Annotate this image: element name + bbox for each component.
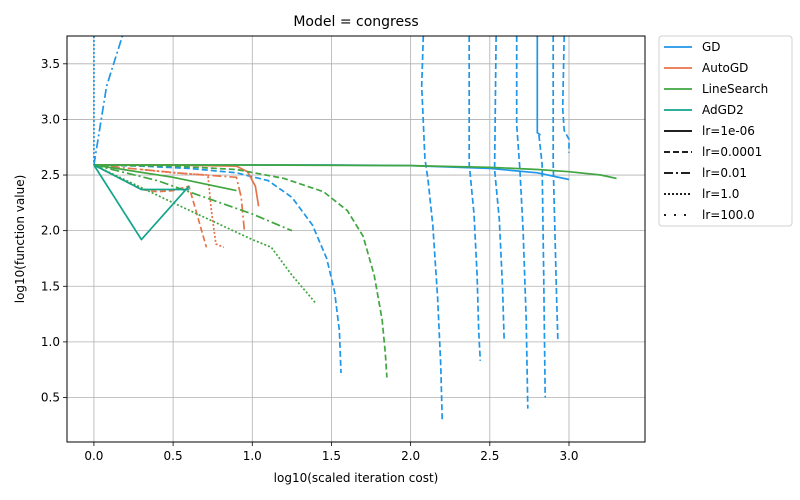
legend-label-lr: lr=1e-06 [702,124,755,138]
legend-box [658,35,793,227]
y-tick-label: 2.0 [41,224,60,238]
legend-label-gd: GD [702,40,721,54]
series-line-gd-dashed [561,36,570,153]
series-line-linesearch-dotted [93,164,317,304]
series-line-adgd2-solid [93,164,190,241]
y-tick-label: 0.5 [41,391,60,405]
y-tick-label: 3.0 [41,112,60,126]
y-axis-ticks: 0.5 1.0 1.5 2.0 2.5 3.0 3.5 [41,57,67,405]
series-line-adgd2-solid [93,164,189,191]
series-line-gd-dashed [420,36,444,423]
series-line-gd-dashed [515,36,529,409]
series-line-gd-dashed [538,134,547,398]
y-tick-label: 1.5 [41,279,60,293]
legend-label-lr: lr=0.0001 [702,145,762,159]
series-line-gd-dashdot [93,36,124,166]
x-tick-label: 2.5 [480,449,499,463]
x-tick-label: 1.5 [322,449,341,463]
series-line-gd-solid [536,36,541,136]
legend: GD AutoGD LineSearch AdGD2 lr=1e-06 lr=0.0001… [658,35,793,227]
x-tick-label: 2.0 [401,449,420,463]
series-line-linesearch-solid [93,164,617,180]
legend-label-lr: lr=0.01 [702,166,747,180]
x-tick-label: 0.5 [164,449,183,463]
series-line-autogd-dotted [141,168,225,249]
y-tick-label: 1.0 [41,335,60,349]
legend-label-lr: lr=100.0 [702,208,755,222]
grid-lines [67,36,645,442]
series-line-autogd-dashed [93,164,208,248]
legend-label-autogd: AutoGD [702,61,748,75]
series-line-linesearch-dashed [93,164,388,378]
x-tick-label: 0.0 [84,449,103,463]
series-line-gd-dashed [493,36,505,339]
x-tick-label: 1.0 [243,449,262,463]
chart-title: Model = congress [293,14,418,30]
series-line-gd-dashed [468,36,482,361]
series-line-autogd-dashdot [93,164,246,231]
plot-frame [66,35,646,443]
series-line-linesearch-dashdot [93,164,293,232]
legend-label-adgd2: AdGD2 [702,103,744,117]
x-axis-ticks: 0.0 0.5 1.0 1.5 2.0 2.5 3.0 [84,442,579,463]
legend-label-lr: lr=1.0 [702,187,739,201]
y-tick-label: 2.5 [41,168,60,182]
series-line-linesearch-solid [93,164,237,192]
legend-label-linesearch: LineSearch [702,82,768,96]
plot-series [93,36,617,423]
series-line-gd-dashed [552,36,559,342]
y-tick-label: 3.5 [41,57,60,71]
y-axis-label: log10(function value) [13,175,27,304]
x-axis-label: log10(scaled iteration cost) [274,471,439,485]
x-tick-label: 3.0 [559,449,578,463]
